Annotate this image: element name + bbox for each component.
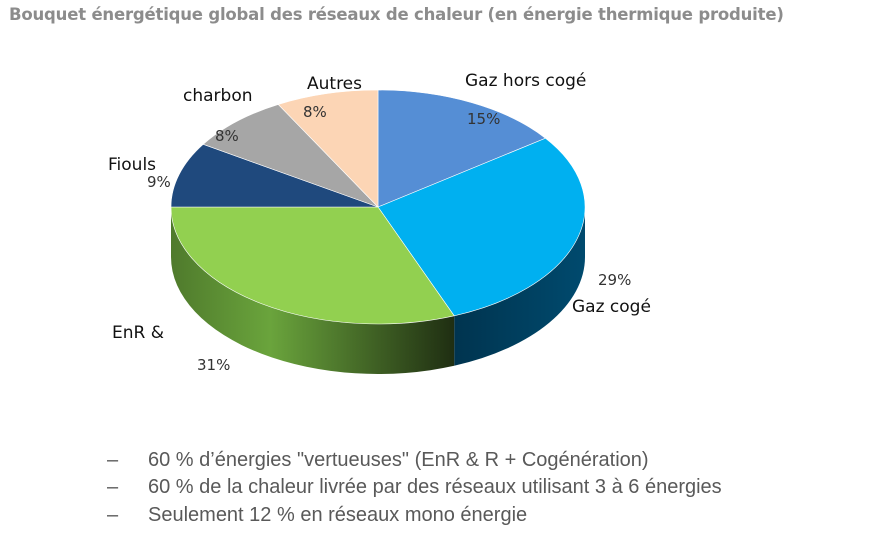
note-dash: – <box>107 476 119 498</box>
slice-value-label: 29% <box>598 271 631 289</box>
slice-name-label: charbon <box>183 86 253 106</box>
slice-value-label: 8% <box>303 103 327 121</box>
slice-value-label: 15% <box>467 110 500 128</box>
pie-slice-autres <box>277 89 379 208</box>
pie-slices <box>170 89 586 325</box>
pie-slice-gaz-hors-cog- <box>377 89 547 208</box>
note-text: 60 % d’énergies "vertueuses" (EnR & R + … <box>148 449 649 471</box>
pie-slice-fiouls <box>170 143 379 208</box>
slice-name-label: Gaz hors cogé <box>465 71 586 91</box>
pie-slice-charbon <box>202 104 379 208</box>
pie-slice-gaz-cog- <box>377 137 586 317</box>
note-text: 60 % de la chaleur livrée par des réseau… <box>148 476 722 498</box>
chart-title: Bouquet énergétique global des réseaux d… <box>9 5 784 24</box>
pie-sides <box>171 207 585 374</box>
slice-name-label: Autres <box>307 74 362 94</box>
slice-value-label: 31% <box>197 356 230 374</box>
slice-name-label: Gaz cogé <box>572 297 651 317</box>
pie-chart: Gaz hors cogé 15% Gaz cogé 29% EnR & 31% Fioul… <box>108 71 651 374</box>
pie-side-enr- <box>171 207 455 374</box>
slice-value-label: 8% <box>215 127 239 145</box>
slice-name-label: EnR & <box>112 323 164 343</box>
note-dash: – <box>107 449 119 471</box>
slice-name-label: Fiouls <box>108 155 156 175</box>
pie-slice-enr- <box>170 206 455 325</box>
note-text: Seulement 12 % en réseaux mono énergie <box>148 504 528 526</box>
pie-labels: Gaz hors cogé 15% Gaz cogé 29% EnR & 31% Fioul… <box>108 71 651 374</box>
note-dash: – <box>107 504 119 526</box>
slice-value-label: 9% <box>147 173 171 191</box>
pie-side-gaz-cog- <box>454 207 585 366</box>
